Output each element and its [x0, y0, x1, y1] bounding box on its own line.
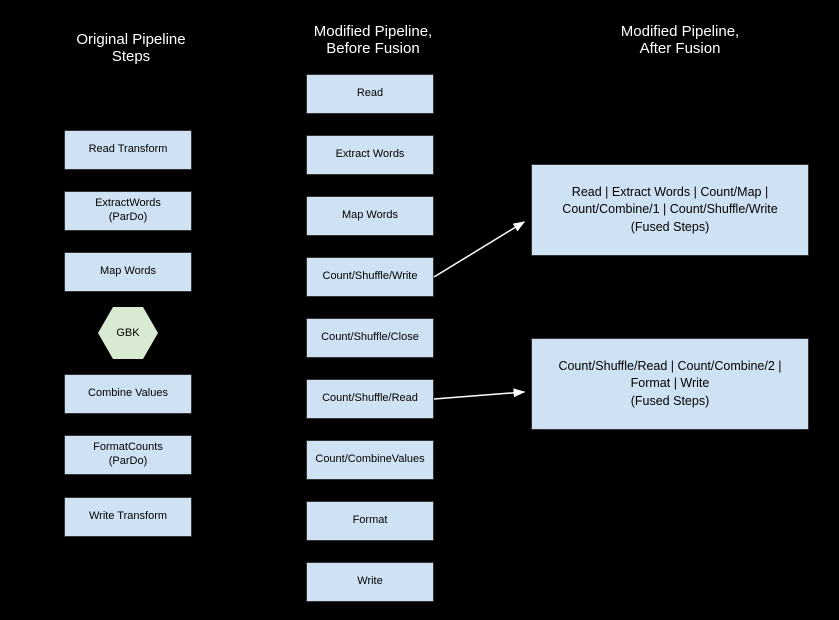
node-gbk: GBK: [98, 307, 158, 359]
node-label: Count/Shuffle/Read | Count/Combine/2 | F…: [542, 358, 798, 411]
arrow-shuffle-write-to-fused1: [434, 222, 524, 277]
node-fused-1: Read | Extract Words | Count/Map | Count…: [531, 164, 809, 256]
node-read: Read: [306, 74, 434, 114]
node-format: Format: [306, 501, 434, 541]
node-extract-words-2: Extract Words: [306, 135, 434, 175]
node-label: Format: [353, 514, 388, 528]
node-label: Read | Extract Words | Count/Map | Count…: [542, 184, 798, 237]
node-label: Count/Shuffle/Close: [321, 331, 419, 345]
node-label: Combine Values: [88, 387, 168, 401]
node-label: Read Transform: [89, 143, 168, 157]
node-label: Map Words: [342, 209, 398, 223]
node-write-transform: Write Transform: [64, 497, 192, 537]
node-map-words: Map Words: [64, 252, 192, 292]
node-label: Map Words: [100, 265, 156, 279]
col3-title: Modified Pipeline, After Fusion: [610, 23, 750, 57]
node-count-combine-values: Count/CombineValues: [306, 440, 434, 480]
col1-title: Original Pipeline Steps: [61, 31, 201, 65]
node-format-counts: FormatCounts (ParDo): [64, 435, 192, 475]
node-read-transform: Read Transform: [64, 130, 192, 170]
node-label: Write Transform: [89, 510, 167, 524]
arrow-shuffle-read-to-fused2: [434, 392, 524, 399]
node-label: GBK: [116, 327, 139, 339]
node-label: Extract Words: [336, 148, 405, 162]
node-label: ExtractWords (ParDo): [95, 197, 161, 225]
node-map-words-2: Map Words: [306, 196, 434, 236]
col2-title: Modified Pipeline, Before Fusion: [303, 23, 443, 57]
node-count-shuffle-close: Count/Shuffle/Close: [306, 318, 434, 358]
node-count-shuffle-read: Count/Shuffle/Read: [306, 379, 434, 419]
node-fused-2: Count/Shuffle/Read | Count/Combine/2 | F…: [531, 338, 809, 430]
node-label: Read: [357, 87, 383, 101]
node-write: Write: [306, 562, 434, 602]
node-label: FormatCounts (ParDo): [93, 441, 163, 469]
node-label: Count/Shuffle/Write: [323, 270, 418, 284]
node-label: Write: [357, 575, 382, 589]
node-label: Count/Shuffle/Read: [322, 392, 418, 406]
node-label: Count/CombineValues: [315, 453, 424, 467]
node-extract-words: ExtractWords (ParDo): [64, 191, 192, 231]
node-combine-values: Combine Values: [64, 374, 192, 414]
node-count-shuffle-write: Count/Shuffle/Write: [306, 257, 434, 297]
